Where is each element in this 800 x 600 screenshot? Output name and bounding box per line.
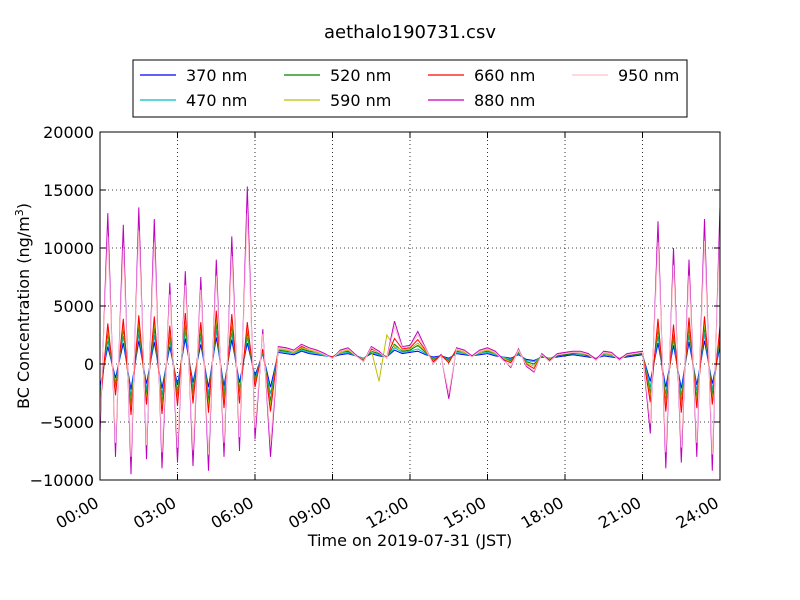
- y-axis-label-superscript: 3: [13, 209, 26, 216]
- y-tick-label-5: −5000: [40, 413, 94, 432]
- y-axis-label-text: BC Concentration (ng/m: [14, 216, 33, 409]
- chart-title: aethalo190731.csv: [324, 22, 496, 43]
- legend-label-5: 880 nm: [474, 91, 535, 110]
- y-tick-label-2: 10000: [43, 239, 94, 258]
- y-tick-label-6: −10000: [30, 471, 94, 490]
- legend-label-3: 590 nm: [330, 91, 391, 110]
- x-axis-label: Time on 2019-07-31 (JST): [307, 531, 512, 550]
- legend-label-2: 520 nm: [330, 66, 391, 85]
- y-tick-label-3: 5000: [53, 297, 94, 316]
- legend-label-6: 950 nm: [618, 66, 679, 85]
- y-tick-label-0: 20000: [43, 123, 94, 142]
- legend: 370 nm 470 nm 520 nm 590 nm 660 nm 880 nm 950 …: [132, 59, 688, 118]
- y-axis-label-close: ): [14, 203, 33, 209]
- y-axis-label: BC Concentration (ng/m3): [13, 203, 33, 409]
- legend-frame: [132, 59, 688, 118]
- legend-label-0: 370 nm: [186, 66, 247, 85]
- y-tick-label-1: 15000: [43, 181, 94, 200]
- legend-label-4: 660 nm: [474, 66, 535, 85]
- y-axis: 20000 15000 10000 5000 0 −5000 −10000: [30, 123, 720, 490]
- series-lines: [99, 186, 721, 475]
- legend-label-1: 470 nm: [186, 91, 247, 110]
- y-tick-label-4: 0: [84, 355, 94, 374]
- series-line-950-nm: [99, 213, 721, 457]
